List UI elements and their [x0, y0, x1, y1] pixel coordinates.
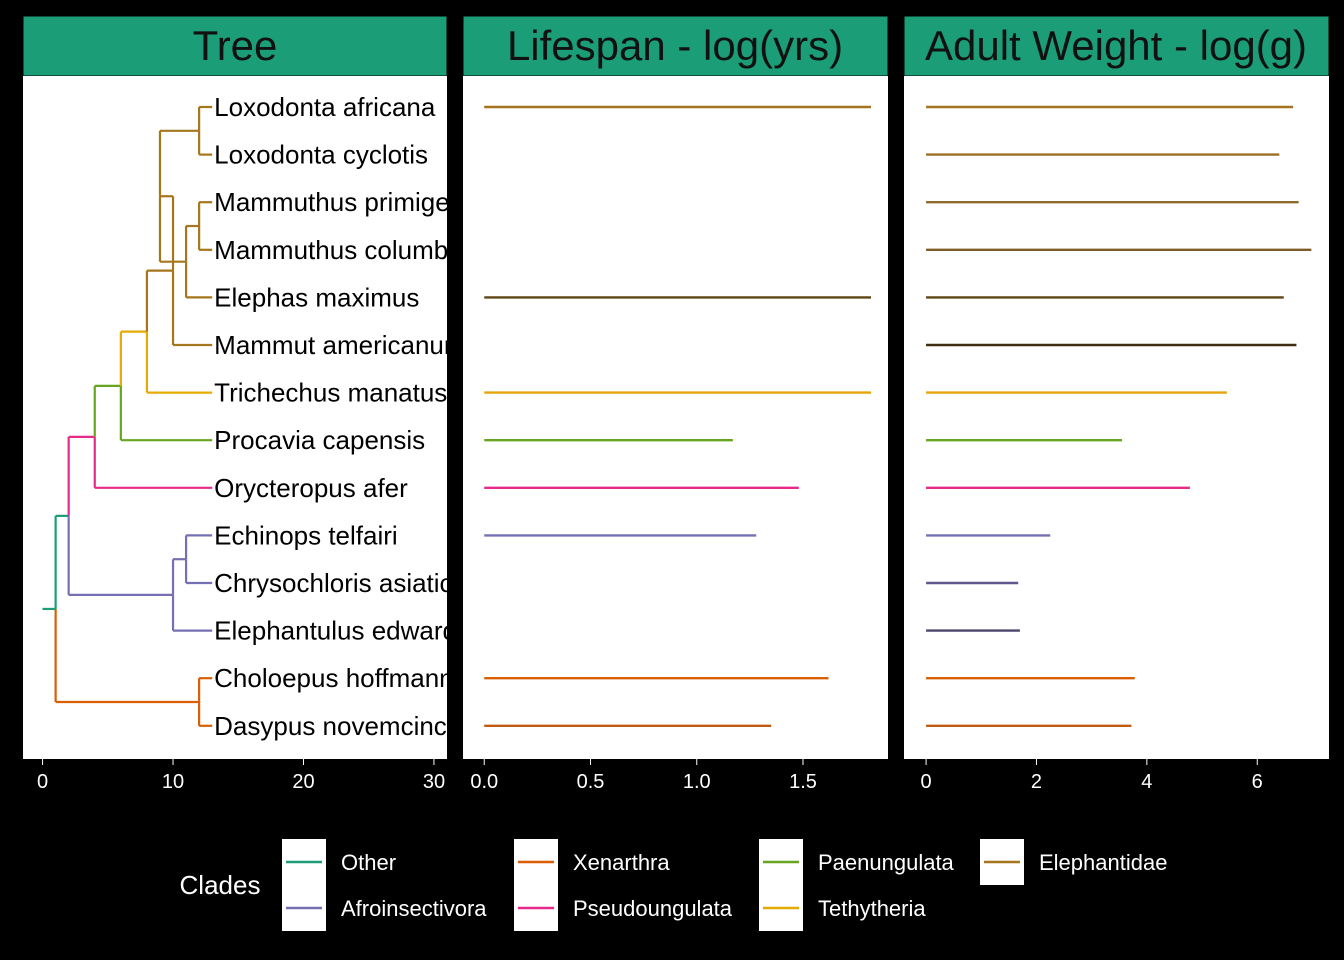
legend-label: Xenarthra	[573, 850, 670, 875]
tree-plot-area: Loxodonta africana Loxodonta cyclotis Mamm…	[23, 76, 497, 759]
tree-tip-label: Chrysochloris asiatica	[214, 568, 467, 598]
x-tick-label: 10	[162, 771, 184, 793]
legend-label: Paenungulata	[818, 850, 955, 875]
legend-label: Elephantidae	[1039, 850, 1167, 875]
legend-entries: Other Afroinsectivora Xenarthra Pseudoungul…	[282, 839, 1167, 931]
weight-strip	[903, 15, 1330, 77]
legend: Clades Other Afroinsectivora Xenarthra Pseu…	[180, 839, 1167, 931]
tree-tip-label: Echinops telfairi	[214, 520, 398, 550]
lifespan-x-axis: 0.0 0.5 1.0 1.5	[470, 759, 817, 793]
weight-plot-background	[904, 76, 1329, 759]
x-tick-label: 6	[1252, 771, 1263, 793]
tree-tip-label: Mammuthus columbi	[214, 235, 454, 265]
tree-tip-label: Loxodonta africana	[214, 92, 436, 122]
tree-tip-label: Mammuthus primigenius	[214, 187, 497, 217]
lifespan-title: Lifespan - log(yrs)	[507, 22, 843, 69]
tree-tip-label: Elephas maximus	[214, 282, 419, 312]
weight-x-axis: 0 2 4 6	[921, 759, 1263, 793]
tree-strip	[22, 15, 448, 77]
tree-tip-label: Mammut americanum	[214, 330, 465, 360]
x-tick-label: 1.0	[683, 771, 711, 793]
x-tick-label: 0.0	[470, 771, 498, 793]
lifespan-bars	[484, 105, 871, 727]
tree-tip-labels: Loxodonta africana Loxodonta cyclotis Mamm…	[214, 92, 497, 741]
x-tick-label: 0.5	[577, 771, 605, 793]
lifespan-strip	[462, 15, 889, 77]
lifespan-plot-background	[463, 76, 888, 759]
x-tick-label: 4	[1141, 771, 1152, 793]
x-tick-label: 2	[1031, 771, 1042, 793]
lifespan-panel: Lifespan - log(yrs) 0.0 0.5 1.0 1.5	[462, 15, 889, 793]
x-tick-label: 0	[921, 771, 932, 793]
weight-title: Adult Weight - log(g)	[925, 22, 1307, 69]
weight-panel: Adult Weight - log(g) 0 2 4 6	[903, 15, 1330, 793]
tree-edges	[42, 105, 213, 727]
x-tick-label: 1.5	[789, 771, 817, 793]
legend-label: Afroinsectivora	[341, 896, 487, 921]
legend-label: Other	[341, 850, 396, 875]
x-tick-label: 30	[423, 771, 445, 793]
legend-title: Clades	[180, 870, 261, 900]
tree-tip-label: Elephantulus edwardii	[214, 616, 468, 646]
x-tick-label: 0	[37, 771, 48, 793]
tree-tip-label: Loxodonta cyclotis	[214, 140, 428, 170]
tree-title: Tree	[193, 22, 278, 69]
tree-x-axis: 0 10 20 30	[37, 759, 445, 793]
tree-tip-label: Procavia capensis	[214, 425, 425, 455]
legend-label: Pseudoungulata	[573, 896, 733, 921]
tree-tip-label: Dasypus novemcinctus	[214, 711, 481, 741]
weight-bars	[926, 105, 1312, 727]
tree-tip-label: Trichechus manatus	[214, 378, 447, 408]
tree-plot-background	[23, 76, 447, 759]
x-tick-label: 20	[292, 771, 314, 793]
tree-tip-label: Choloepus hoffmanni	[214, 663, 459, 693]
tree-tip-label: Orycteropus afer	[214, 473, 408, 503]
tree-panel: Tree Loxodonta africana Loxodonta cycloti…	[22, 15, 497, 793]
legend-label: Tethytheria	[818, 896, 926, 921]
